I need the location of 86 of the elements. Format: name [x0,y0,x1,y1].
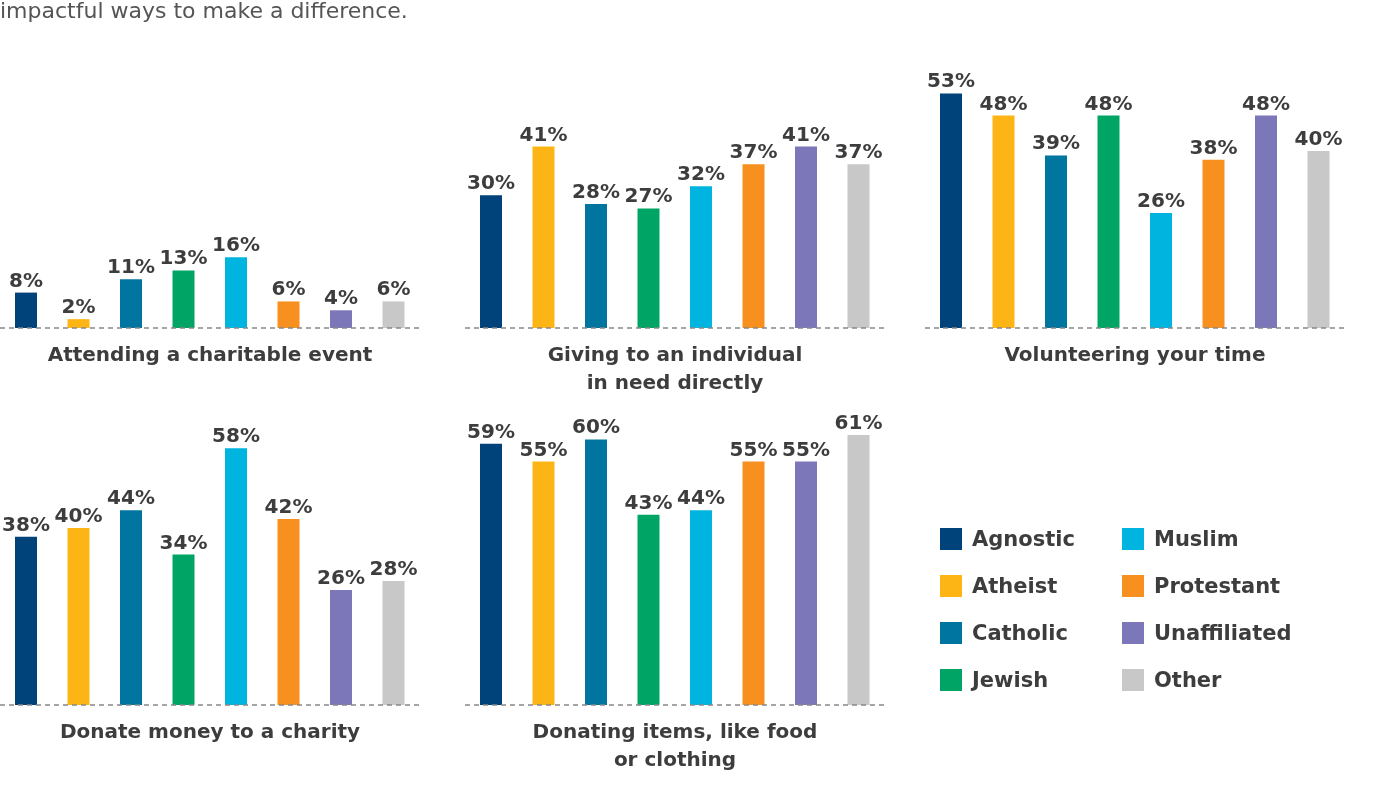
bar [795,146,817,328]
x-axis-title: Donating items, like food or clothing [531,718,819,773]
legend-label: Unaffiliated [1154,620,1292,645]
bar [172,554,195,705]
data-label: 8% [9,267,43,292]
data-label: 2% [61,294,96,319]
bar [1150,212,1172,328]
legend-label: Agnostic [972,526,1075,551]
data-label: 40% [1294,125,1343,150]
bar [15,536,37,705]
bar [330,310,352,328]
data-label: 11% [107,254,155,279]
data-label: 60% [572,414,620,439]
bar [277,519,300,705]
bar [67,319,90,328]
data-label: 48% [979,90,1028,115]
data-label: 13% [159,245,208,270]
data-label: 16% [212,232,260,257]
data-label: 38% [2,511,50,536]
data-label: 55% [729,436,778,461]
bar [585,204,607,328]
bar [15,292,37,328]
data-label: 42% [264,494,313,519]
bar [382,581,405,705]
x-axis-title: Donate money to a charity [58,718,362,745]
data-label: 48% [1084,90,1133,115]
legend-label: Catholic [972,620,1068,645]
bar [277,301,300,328]
data-label: 41% [782,121,830,146]
bar [480,195,502,328]
x-axis-title: Volunteering your time [1003,341,1267,368]
data-label: 58% [212,423,260,448]
legend-label: Other [1154,667,1222,692]
bar [1045,155,1067,328]
data-label: 44% [677,485,725,510]
data-label: 37% [834,139,883,164]
data-label: 59% [467,418,515,443]
chart-subtitle: impactful ways to make a difference. [0,0,409,23]
data-label: 26% [317,564,365,589]
data-label: 55% [519,436,568,461]
data-label: 6% [271,276,306,301]
data-label: 34% [159,529,208,554]
data-label: 61% [834,410,883,434]
bar [690,186,712,328]
bar [1202,159,1225,328]
data-label: 40% [54,502,103,527]
legend-label: Jewish [972,667,1049,692]
bar [1097,115,1120,328]
data-label: 6% [376,276,411,301]
x-axis-title: Attending a charitable event [46,341,374,368]
legend-label: Protestant [1154,573,1281,598]
bar [637,208,660,328]
bar [940,93,962,328]
data-label: 28% [572,179,620,204]
data-label: 30% [467,170,515,195]
data-label: 4% [324,285,358,310]
bar [225,257,247,328]
bar [1255,115,1277,328]
bar [120,510,142,705]
bar [67,527,90,705]
legend-label: Muslim [1154,526,1239,551]
x-axis-title: Giving to an individual in need directly [546,341,804,396]
data-label: 32% [677,161,725,186]
bar [532,146,555,328]
data-label: 48% [1242,90,1290,115]
data-label: 39% [1032,130,1080,155]
bar [120,279,142,328]
bar [847,164,870,328]
data-label: 53% [927,68,975,93]
bar [330,589,352,705]
data-label: 26% [1137,187,1185,212]
bar [1307,150,1330,328]
bar [992,115,1015,328]
legend-label: Atheist [972,573,1058,598]
bar [172,270,195,328]
data-label: 37% [729,139,778,164]
bar [382,301,405,328]
data-label: 27% [624,183,673,208]
data-label: 38% [1189,134,1238,159]
bar [742,164,765,328]
data-label: 44% [107,485,155,510]
data-label: 43% [624,489,673,514]
data-label: 28% [369,556,418,581]
data-label: 41% [519,121,568,146]
data-label: 55% [782,436,830,461]
bar [225,448,247,705]
